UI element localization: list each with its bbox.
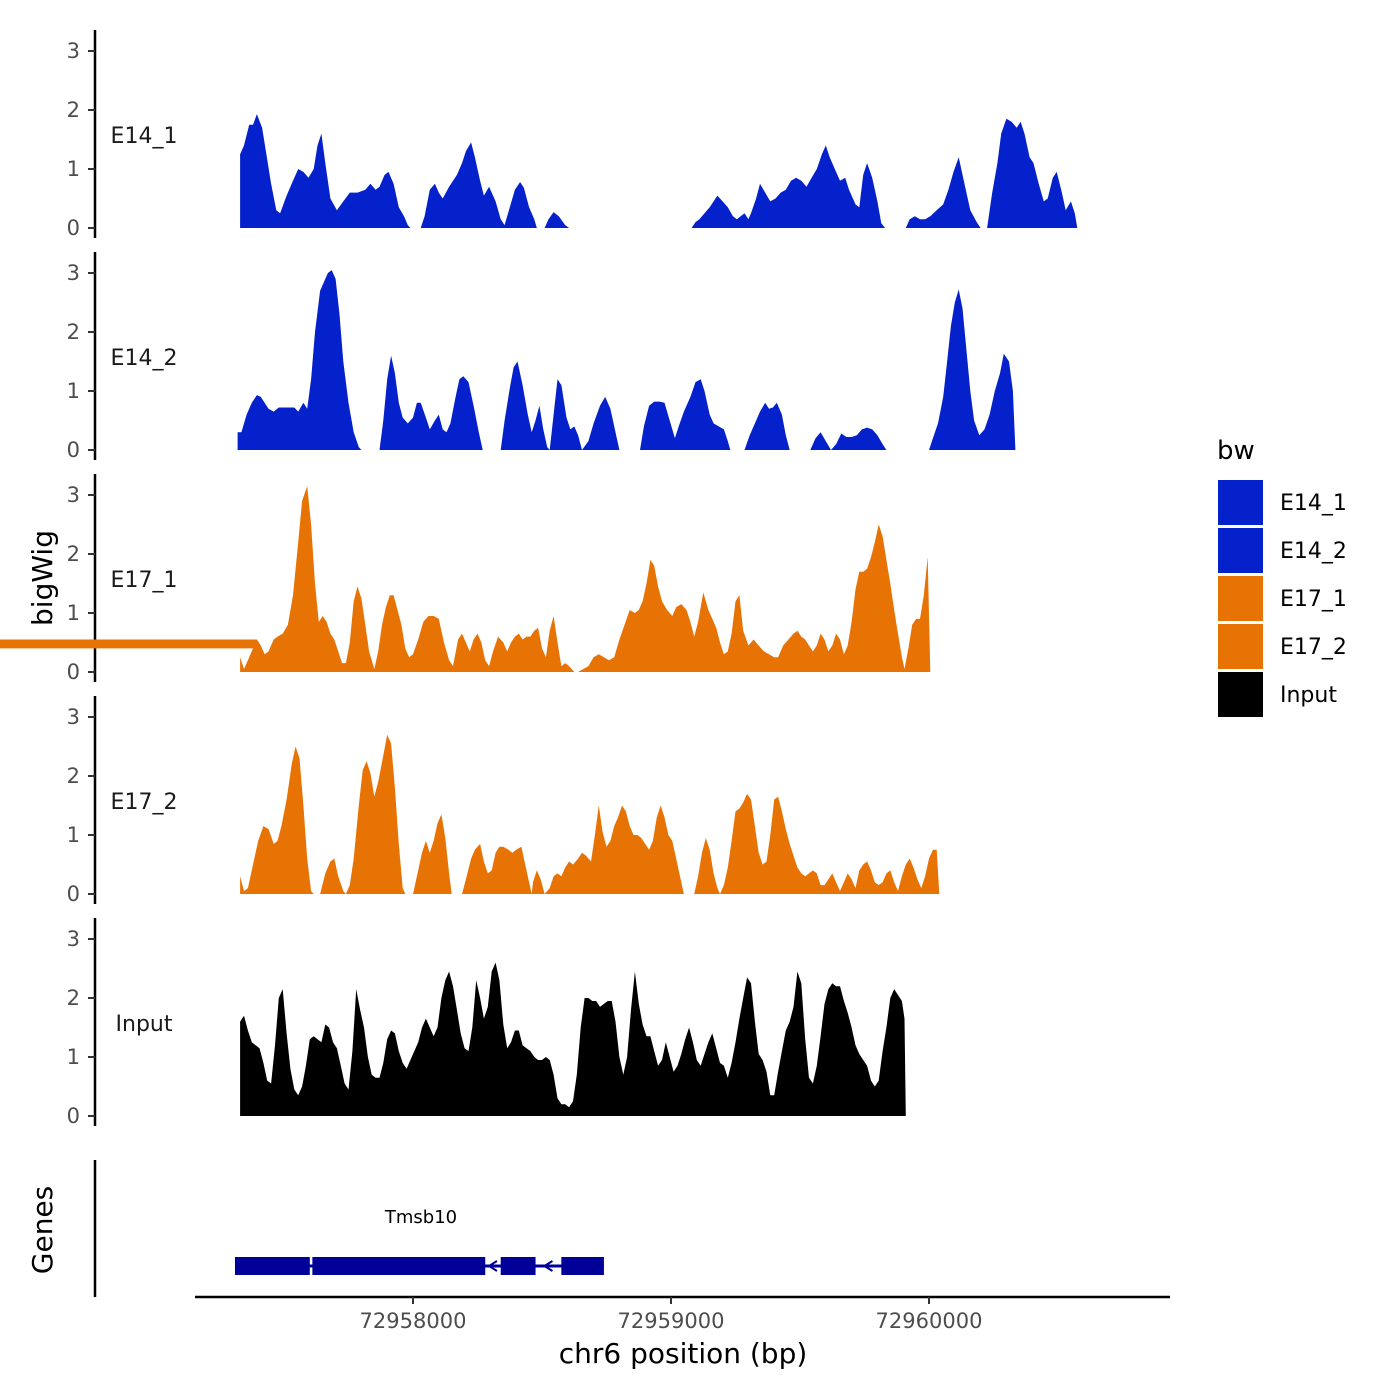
legend-label: E17_2	[1280, 635, 1347, 660]
track-E17_1: 0 1 2 3 E17_1	[0, 474, 932, 684]
legend-item: Input	[1218, 672, 1337, 717]
legend-swatch	[1218, 672, 1263, 717]
x-axis-title: chr6 position (bp)	[559, 1337, 808, 1370]
y-tick-label: 1	[67, 1045, 80, 1069]
legend-label: Input	[1280, 683, 1337, 708]
y-tick-label: 0	[67, 882, 80, 906]
track-E14_2: 0 1 2 3 E14_2	[67, 252, 1016, 462]
legend-swatch	[1218, 480, 1263, 525]
strand-arrow	[487, 1260, 498, 1272]
legend-item: E14_2	[1218, 528, 1347, 573]
y-tick-label: 1	[67, 379, 80, 403]
track-label: E17_2	[111, 790, 178, 815]
gene-exon	[234, 1257, 310, 1275]
coverage-area-Input	[240, 962, 906, 1116]
x-tick-label: 72960000	[876, 1309, 983, 1333]
y-tick-label: 3	[67, 705, 80, 729]
track-label: E14_1	[111, 124, 178, 149]
gene-label: Tmsb10	[384, 1207, 457, 1228]
signal-tracks: 0 1 2 3 E14_1 0 1 2 3 E14_2 0 1 2 3 E17_1 0 1 2 3 E17_2 0 1 2 3…	[0, 30, 1078, 1128]
y-tick-label: 3	[67, 261, 80, 285]
x-axis: 72958000 72959000 72960000	[195, 1295, 1170, 1333]
track-Input: 0 1 2 3 Input	[67, 918, 906, 1128]
legend-title: bw	[1217, 436, 1255, 466]
legend-swatch	[1218, 576, 1263, 621]
y-tick-label: 3	[67, 483, 80, 507]
coverage-area-E17_2	[240, 734, 940, 894]
gene-exon	[312, 1257, 486, 1275]
y-tick-label: 0	[67, 216, 80, 240]
y-tick-label: 2	[67, 320, 80, 344]
y-tick-label: 0	[67, 660, 80, 684]
gene-track: Tmsb10	[93, 1160, 604, 1297]
legend-item: E14_1	[1218, 480, 1347, 525]
gene-exon	[561, 1257, 604, 1275]
y-tick-label: 2	[67, 986, 80, 1010]
track-E17_2: 0 1 2 3 E17_2	[67, 696, 940, 906]
track-label: Input	[116, 1012, 173, 1037]
track-label: E14_2	[111, 346, 178, 371]
track-E14_1: 0 1 2 3 E14_1	[67, 30, 1078, 240]
legend-label: E17_1	[1280, 587, 1347, 612]
gene-Tmsb10: Tmsb10	[234, 1207, 604, 1275]
y-tick-label: 0	[67, 1104, 80, 1128]
legend-item: E17_1	[1218, 576, 1347, 621]
strand-arrow	[542, 1260, 553, 1272]
y-tick-label: 3	[67, 927, 80, 951]
y-axis-title: bigWig	[26, 530, 59, 626]
y-tick-label: 1	[67, 601, 80, 625]
x-tick-label: 72958000	[360, 1309, 467, 1333]
legend-label: E14_2	[1280, 539, 1347, 564]
legend: bw E14_1 E14_2 E17_1 E17_2 Input	[1217, 436, 1347, 717]
gene-exon	[500, 1257, 536, 1275]
y-tick-label: 2	[67, 98, 80, 122]
x-tick-label: 72959000	[618, 1309, 725, 1333]
legend-swatch	[1218, 528, 1263, 573]
y-tick-label: 2	[67, 764, 80, 788]
legend-swatch	[1218, 624, 1263, 669]
y-tick-label: 1	[67, 157, 80, 181]
y-tick-label: 3	[67, 39, 80, 63]
track-label: E17_1	[111, 568, 178, 593]
y-tick-label: 0	[67, 438, 80, 462]
coverage-area-E14_2	[237, 270, 1016, 450]
y-tick-label: 2	[67, 542, 80, 566]
legend-item: E17_2	[1218, 624, 1347, 669]
genes-axis-title: Genes	[26, 1186, 59, 1274]
coverage-area-E14_1	[240, 114, 1078, 228]
y-tick-label: 1	[67, 823, 80, 847]
legend-label: E14_1	[1280, 491, 1347, 516]
